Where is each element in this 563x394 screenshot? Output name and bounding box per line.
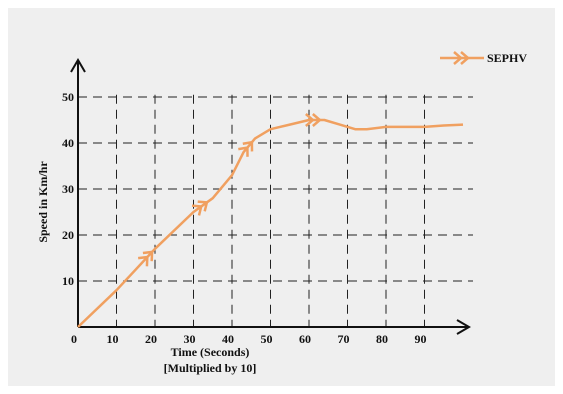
chart-background — [8, 8, 555, 386]
x-tick-70: 70 — [338, 332, 350, 346]
legend: SEPHV — [440, 51, 527, 65]
series-line-SEPHV — [77, 118, 464, 328]
x-tick-20: 20 — [145, 332, 157, 346]
x-tick-40: 40 — [222, 332, 234, 346]
x-axis-note: [Multiplied by 10] — [164, 361, 257, 375]
series-marker-2 — [238, 140, 254, 157]
y-tick-50: 50 — [62, 90, 74, 104]
legend-label: SEPHV — [487, 51, 527, 65]
y-tick-40: 40 — [62, 136, 74, 150]
legend-marker — [453, 51, 470, 65]
y-tick-10: 10 — [62, 274, 74, 288]
axes — [70, 58, 471, 335]
x-tick-50: 50 — [261, 332, 273, 346]
series-group — [77, 113, 464, 328]
series-marker-0 — [137, 250, 154, 267]
x-axis-label: Time (Seconds) — [171, 345, 250, 359]
x-tick-60: 60 — [299, 332, 311, 346]
x-tick-90: 90 — [415, 332, 427, 346]
series-marker-1 — [191, 200, 209, 216]
x-axis-arrow — [456, 319, 471, 335]
tick-labels: 0 10 20 30 40 50 60 70 80 90 10 20 30 40 50 — [62, 90, 427, 346]
grid — [78, 94, 473, 327]
x-tick-80: 80 — [376, 332, 388, 346]
x-tick-10: 10 — [107, 332, 119, 346]
series-marker-3 — [305, 113, 322, 127]
y-tick-30: 30 — [62, 182, 74, 196]
y-axis-arrow — [70, 58, 86, 73]
x-tick-30: 30 — [184, 332, 196, 346]
y-axis-label: Speed in Km/hr — [36, 161, 50, 243]
x-tick-0: 0 — [71, 332, 77, 346]
y-tick-20: 20 — [62, 228, 74, 242]
